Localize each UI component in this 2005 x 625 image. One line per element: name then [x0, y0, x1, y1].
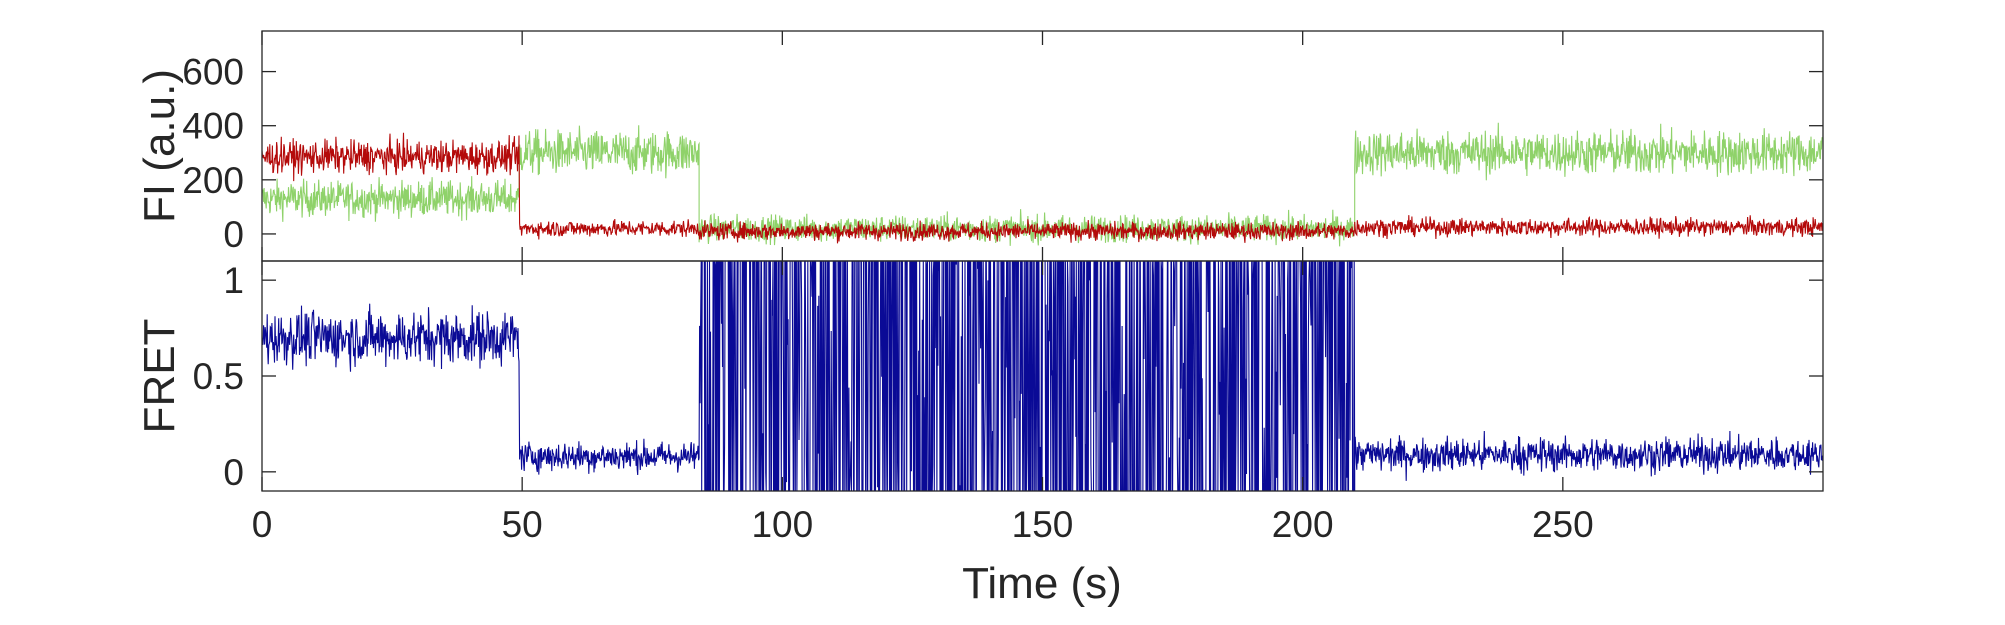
- x-tick-label: 100: [751, 504, 813, 545]
- fluorescence-panel: 0 200 400 600 FI (a.u.): [135, 30, 1824, 262]
- fret-y-axis-label: FRET: [135, 319, 184, 434]
- x-tick-label: 200: [1272, 504, 1334, 545]
- x-tick-label: 250: [1532, 504, 1594, 545]
- x-tick-label: 0: [252, 504, 273, 545]
- fret-panel: 00.51 0 50 100 150 200 250 FRET Time (s): [135, 31, 1824, 608]
- time-x-axis-label: Time (s): [962, 559, 1122, 608]
- y-tick-label: 600: [182, 52, 244, 93]
- x-tick-label: 50: [502, 504, 543, 545]
- series-line-red: [262, 132, 1823, 244]
- fluorescence-y-ticks: 0 200 400 600: [182, 52, 1823, 255]
- x-tick-label: 150: [1012, 504, 1074, 545]
- series-line-blue: [262, 261, 1823, 491]
- y-tick-label: 400: [182, 106, 244, 147]
- fret-y-ticks: 00.51: [193, 260, 1823, 493]
- fluorescence-traces: [262, 122, 1823, 247]
- y-tick-label: 200: [182, 160, 244, 201]
- y-tick-label: 0.5: [193, 356, 244, 397]
- time-x-ticks: 0 50 100 150 200 250: [252, 31, 1594, 545]
- y-tick-label: 0: [223, 214, 244, 255]
- y-tick-label: 0: [223, 452, 244, 493]
- y-tick-label: 1: [223, 260, 244, 301]
- fluorescence-y-axis-label: FI (a.u.): [135, 69, 184, 223]
- fret-trace: [262, 261, 1823, 491]
